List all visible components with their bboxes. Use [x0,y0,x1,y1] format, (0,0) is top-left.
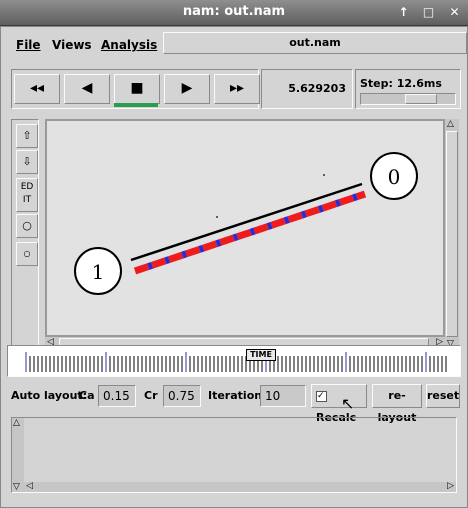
title-bar: nam: out.nam ↑ □ ✕ [0,0,468,26]
step-control: Step: 12.6ms [355,69,461,109]
annotation-scroll-right-icon[interactable]: ▷ [447,481,454,491]
link-line [130,182,363,262]
menu-views[interactable]: Views [52,38,92,52]
window-title: nam: out.nam [182,4,286,19]
canvas-vertical-scrollbar[interactable]: △ ▽ [445,119,459,349]
timeline-ticks [25,352,447,372]
close-icon[interactable]: ✕ [449,5,460,19]
large-circle-icon[interactable]: ○ [16,214,38,238]
ca-label: Ca [79,389,95,402]
canvas-vertical-scroll-thumb[interactable] [446,131,458,337]
scroll-left-icon[interactable]: ◁ [47,337,54,347]
annotation-horizontal-scrollbar[interactable]: ◁ ▷ [24,481,456,492]
edit-button[interactable]: ED IT [16,178,38,212]
fast-forward-button[interactable]: ▸▸ [214,74,260,104]
step-label: Step: 12.6ms [360,77,442,90]
mouse-cursor-icon: ↖ [341,394,355,413]
arrow-up-icon[interactable]: ↑ [398,5,409,19]
small-circle-icon[interactable]: ○ [16,242,38,266]
iterations-input[interactable]: 10 [260,385,306,407]
node-0-label: 0 [388,165,401,189]
node-1-circle [74,247,122,295]
node-1-label: 1 [92,260,105,284]
menu-analysis-label: Analysis [101,38,158,52]
menu-file-label: File [16,38,41,52]
menu-analysis[interactable]: Analysis [101,38,157,52]
stop-active-indicator [114,103,158,107]
tool-sidebar: ⇧ ⇩ ED IT ○ ○ [11,119,39,371]
node-0-circle [370,152,418,200]
zoom-in-icon[interactable]: ⇧ [16,124,38,148]
step-slider[interactable] [360,93,456,105]
packet-stream-red [133,190,367,275]
annotation-scroll-up-icon[interactable]: △ [13,418,20,428]
maximize-icon[interactable]: □ [422,5,435,19]
timeline-slider[interactable]: TIME [7,345,461,377]
cr-label: Cr [144,389,158,402]
iterations-label: Iterations [208,389,269,402]
scroll-up-icon[interactable]: △ [447,119,454,129]
main-window: File Views Analysis out.nam ◂◂ ◀ ■ ▶ ▸▸ … [0,26,468,508]
scroll-down-icon[interactable]: ▽ [447,339,454,349]
scroll-right-icon[interactable]: ▷ [436,337,443,347]
network-canvas[interactable]: 0 1 [45,119,445,337]
auto-layout-label: Auto layout: [11,389,88,402]
dropped-packet-dot [216,216,218,218]
step-back-button[interactable]: ◀ [64,74,110,104]
reset-button[interactable]: reset [426,384,460,408]
cr-input[interactable]: 0.75 [163,385,201,407]
annotation-scroll-left-icon[interactable]: ◁ [26,481,33,491]
recalc-checkbox[interactable]: ✓ Recalc [311,384,367,424]
step-slider-handle[interactable] [405,94,437,104]
menu-file[interactable]: File [16,38,41,52]
play-button[interactable]: ▶ [164,74,210,104]
relayout-button[interactable]: re-layout [372,384,422,424]
zoom-out-icon[interactable]: ⇩ [16,150,38,174]
timeline-marker[interactable]: TIME [246,349,276,361]
annotation-scroll-down-icon[interactable]: ▽ [13,482,20,492]
rewind-button[interactable]: ◂◂ [14,74,60,104]
node-0[interactable]: 0 [370,152,418,200]
annotation-panel[interactable]: △ ▽ ◁ ▷ [11,417,457,493]
file-name-display: out.nam [163,32,467,54]
dropped-packet-dot [323,174,325,176]
ca-input[interactable]: 0.15 [98,385,136,407]
node-1[interactable]: 1 [74,247,122,295]
network-svg: 0 1 [74,152,418,295]
recalc-check-icon: ✓ [316,390,327,402]
current-time: 5.629203 [261,69,353,109]
transport-controls: ◂◂ ◀ ■ ▶ ▸▸ [11,69,260,109]
stop-button[interactable]: ■ [114,74,160,104]
annotation-vertical-scrollbar[interactable]: △ ▽ [12,418,24,492]
